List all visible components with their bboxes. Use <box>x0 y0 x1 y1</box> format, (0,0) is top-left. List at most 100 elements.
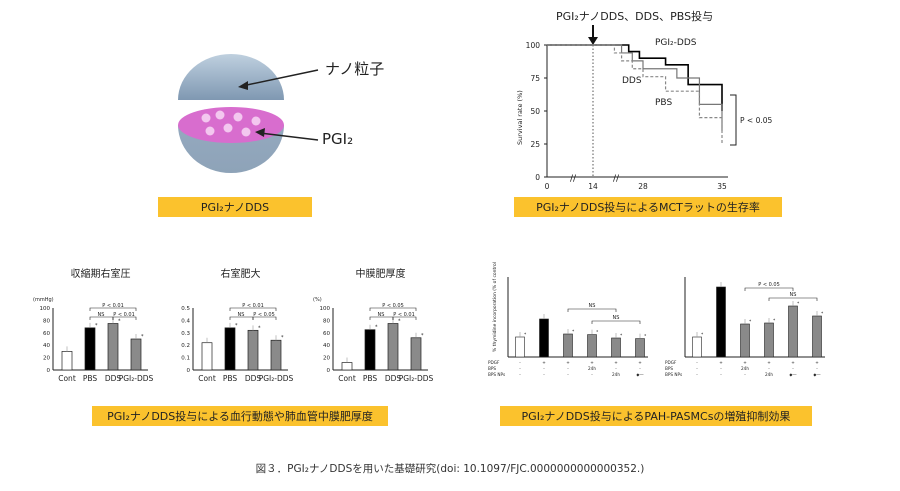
row-label: BPS <box>488 366 496 371</box>
bar-2 <box>107 323 119 371</box>
condition-cell: - <box>519 366 521 371</box>
bar-5 <box>812 315 822 358</box>
category-label: Cont <box>58 374 76 383</box>
hemo-chart-2: 中膜肥厚度 (%) 100 80 60 40 20 0 Cont PBS * DDS * PGI₂-DDS… <box>313 267 434 383</box>
caption-hemodynamics: PGI₂ナノDDS投与による血行動態や肺血管中膜肥厚度 <box>92 406 388 426</box>
condition-cell: - <box>615 366 617 371</box>
prolif-ylabel: % thymidine incorporation (% of control) <box>492 262 498 352</box>
bracket <box>252 316 277 320</box>
x-tick-label: 0 <box>545 182 550 191</box>
condition-cell: ◆— <box>789 372 796 377</box>
annotation: NS <box>378 312 385 318</box>
significance-star: * <box>258 325 261 331</box>
bar-1 <box>716 286 726 358</box>
condition-cell: + <box>566 360 570 365</box>
condition-cell: + <box>719 360 723 365</box>
category-label: PBS <box>363 374 378 383</box>
condition-cell: + <box>743 360 747 365</box>
bracket <box>392 316 417 320</box>
hemo-chart-title: 右室肥大 <box>221 267 261 280</box>
y-tick-label: 100 <box>320 306 331 312</box>
annotation: NS <box>613 315 620 321</box>
row-label: BPS NPs <box>488 372 505 377</box>
category-label: PBS <box>223 374 238 383</box>
y-tick-label: 60 <box>323 331 330 337</box>
annotation: P < 0.05 <box>382 303 404 309</box>
significance-star: * <box>375 325 378 331</box>
bar-3 <box>410 337 422 371</box>
condition-cell: ◆— <box>636 372 643 377</box>
condition-cell: - <box>792 366 794 371</box>
bar-0 <box>61 351 73 371</box>
y-tick-label: 0.1 <box>181 356 190 362</box>
category-label: Cont <box>338 374 356 383</box>
figure-caption: 図３．PGI₂ナノDDSを用いた基礎研究(doi: 10.1097/FJC.00… <box>255 463 645 475</box>
condition-cell: + <box>614 360 618 365</box>
survival-ylabel: Survival rate (%) <box>516 90 524 145</box>
bar-0 <box>201 342 213 371</box>
y-tick-label: 80 <box>323 318 330 324</box>
bracket <box>768 297 818 301</box>
x-tick-label: 14 <box>588 182 598 191</box>
category-label: PBS <box>83 374 98 383</box>
survival-series-1 <box>547 44 723 131</box>
y-tick-label: 20 <box>43 356 50 362</box>
significance-star: * <box>524 332 527 338</box>
significance-star: * <box>235 323 238 329</box>
nanoparticle-illustration <box>178 54 319 173</box>
condition-cell: 24h <box>612 372 620 377</box>
category-label: PGI₂-DDS <box>399 374 434 383</box>
annotation: NS <box>589 303 596 309</box>
condition-cell: + <box>590 360 594 365</box>
bracket <box>112 316 137 320</box>
condition-cell: - <box>744 372 746 377</box>
condition-cell: + <box>791 360 795 365</box>
label-nanoparticle: ナノ粒子 <box>325 60 385 78</box>
significance-star: * <box>644 334 647 340</box>
condition-cell: 24h <box>588 366 596 371</box>
condition-cell: - <box>567 366 569 371</box>
condition-cell: - <box>639 366 641 371</box>
annotation: P < 0.01 <box>393 312 415 318</box>
y-tick-label: 0 <box>187 368 191 374</box>
y-tick-label: 0.2 <box>181 343 190 349</box>
row-label: PDGF <box>488 360 500 365</box>
condition-cell: - <box>720 366 722 371</box>
condition-cell: + <box>542 360 546 365</box>
caption-proliferation: PGI₂ナノDDS投与によるPAH-PASMCsの増殖抑制効果 <box>500 406 812 426</box>
significance-star: * <box>95 323 98 329</box>
bar-4 <box>611 337 621 358</box>
condition-cell: 24h <box>765 372 773 377</box>
bar-2 <box>247 329 259 371</box>
condition-cell: - <box>768 366 770 371</box>
bracket <box>229 307 277 311</box>
row-label: BPS NPs <box>665 372 682 377</box>
survival-series-2 <box>547 44 723 144</box>
y-tick-label: 40 <box>323 343 330 349</box>
prolif-chart-1: *---+--*+24h-*+-24h*+-◆—*+-◆—PDGFBPSBPS … <box>665 277 825 377</box>
bar-2 <box>740 323 750 358</box>
annotation: P < 0.05 <box>253 312 275 318</box>
bar-0 <box>692 336 702 358</box>
condition-cell: - <box>696 366 698 371</box>
significance-star: * <box>797 301 800 307</box>
condition-cell: - <box>696 372 698 377</box>
x-tick-label: 35 <box>717 182 727 191</box>
bar-0 <box>341 362 353 371</box>
survival-top-annotation: PGI₂ナノDDS、DDS、PBS投与 <box>556 10 714 23</box>
y-tick-label: 0 <box>47 368 51 374</box>
significance-star: * <box>773 318 776 324</box>
hemo-chart-title: 中膜肥厚度 <box>356 267 406 280</box>
hemo-chart-0: 収縮期右室圧 (mmHg) 100 80 60 40 20 0 Cont PBS * DDS * PGI₂… <box>33 267 154 383</box>
bar-2 <box>387 323 399 371</box>
category-label: PGI₂-DDS <box>119 374 154 383</box>
survival-series-0 <box>547 44 723 111</box>
row-label: BPS <box>665 366 673 371</box>
significance-star: * <box>281 335 284 341</box>
row-label: PDGF <box>665 360 677 365</box>
condition-cell: - <box>567 372 569 377</box>
bar-3 <box>270 339 282 371</box>
y-tick-label: 0.4 <box>181 318 190 324</box>
hemo-chart-1: 右室肥大 0.5 0.4 0.3 0.2 0.1 0 Cont PBS * DDS * PGI₂-DDS… <box>181 267 293 383</box>
